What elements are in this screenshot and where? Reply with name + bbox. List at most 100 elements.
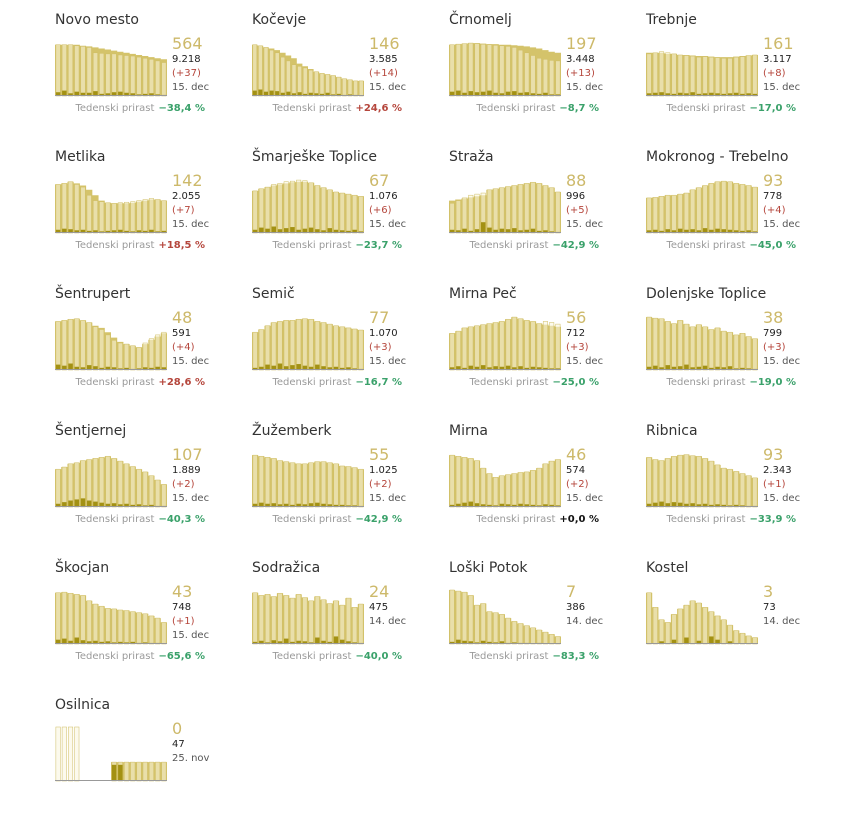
- bar: [111, 608, 117, 645]
- bar: [99, 605, 105, 645]
- bar: [690, 55, 696, 97]
- new-cases-bar: [68, 640, 73, 644]
- update-date: 15. dec: [369, 219, 407, 230]
- daily-delta: (+2): [566, 479, 589, 490]
- new-cases-bar: [319, 93, 325, 96]
- bar: [702, 326, 708, 371]
- weekly-growth-label: Tedenski prirast: [666, 514, 746, 525]
- update-date: 15. dec: [369, 493, 407, 504]
- new-cases-bar: [727, 93, 733, 96]
- new-cases-bar: [646, 366, 652, 370]
- new-cases-bar: [671, 366, 677, 370]
- daily-delta: (+2): [172, 479, 195, 490]
- new-cases-bar: [530, 366, 536, 370]
- municipality-card: Straža 88 996 (+5) 15. dec Tedenski prirast −4…: [449, 149, 639, 279]
- bar: [314, 596, 320, 645]
- bar: [55, 184, 61, 234]
- active-cases-area: [252, 44, 364, 96]
- new-cases-bar: [352, 229, 357, 233]
- bar: [74, 594, 80, 645]
- bar: [646, 592, 652, 645]
- new-cases-bar: [499, 641, 505, 644]
- weekly-growth: Tedenski prirast −40,3 %: [75, 514, 205, 525]
- weekly-growth: Tedenski prirast −16,7 %: [272, 377, 402, 388]
- bar: [683, 323, 689, 371]
- new-cases-bar: [449, 229, 455, 233]
- bar: [74, 318, 80, 371]
- bar: [68, 318, 74, 371]
- new-cases-bar: [671, 230, 677, 233]
- bar: [283, 595, 289, 645]
- bar: [277, 183, 283, 234]
- bar: [536, 323, 542, 371]
- new-cases-bar: [269, 90, 274, 96]
- cases-chart: [55, 591, 167, 645]
- active-cases-value: 3: [763, 582, 774, 601]
- bar: [530, 321, 536, 371]
- new-cases-bar: [111, 764, 117, 781]
- new-cases-bar: [315, 229, 320, 233]
- bar: [733, 471, 739, 508]
- bar: [258, 45, 263, 97]
- bar: [352, 607, 358, 645]
- new-cases-bar: [302, 228, 308, 233]
- bar: [671, 53, 677, 97]
- bar: [518, 318, 524, 371]
- update-date: 15. dec: [763, 493, 801, 504]
- new-cases-bar: [696, 640, 702, 644]
- bar: [524, 320, 530, 371]
- bar: [677, 193, 683, 234]
- municipality-card: Sodražica 24 475 14. dec Tedenski prirast −40…: [252, 560, 442, 690]
- bar: [99, 329, 105, 371]
- new-cases-bar: [55, 229, 61, 233]
- cases-chart: [449, 316, 561, 371]
- bar: [353, 80, 358, 97]
- bar: [493, 612, 499, 645]
- bar: [265, 457, 271, 508]
- municipality-name: Osilnica: [55, 697, 111, 713]
- bar: [92, 603, 98, 645]
- new-cases-bar: [290, 227, 295, 233]
- municipality-name: Dolenjske Toplice: [646, 286, 767, 302]
- municipality-name: Šentjernej: [55, 423, 127, 439]
- new-cases-bar: [314, 93, 319, 96]
- bar: [342, 78, 347, 97]
- new-cases-bar: [252, 90, 257, 96]
- new-cases-bar: [296, 640, 301, 644]
- bar: [671, 194, 677, 234]
- new-cases-bar: [55, 503, 61, 507]
- bar: [358, 196, 364, 234]
- bar: [524, 625, 530, 645]
- new-cases-bar: [653, 502, 658, 507]
- bar: [511, 47, 517, 97]
- bar: [321, 461, 327, 508]
- bar: [696, 324, 702, 371]
- bar: [142, 613, 148, 645]
- bar: [524, 183, 530, 234]
- new-cases-bar: [68, 500, 73, 507]
- bar: [455, 200, 461, 234]
- bar: [345, 597, 351, 645]
- bar: [136, 468, 142, 508]
- bar: [74, 184, 80, 234]
- bar: [721, 57, 727, 97]
- municipality-card: Loški Potok 7 386 14. dec Tedenski prirast −8…: [449, 560, 639, 690]
- new-cases-bar: [142, 93, 148, 96]
- bar: [105, 455, 111, 508]
- weekly-growth-value: +0,0 %: [559, 514, 599, 525]
- new-cases-bar: [252, 229, 258, 233]
- new-cases-bar: [536, 367, 542, 370]
- bar: [652, 317, 658, 371]
- municipality-card: Mirna Peč 56 712 (+3) 15. dec Tedenski priras…: [449, 286, 639, 416]
- new-cases-bar: [80, 640, 86, 644]
- bar: [659, 619, 665, 645]
- new-cases-bar: [721, 504, 727, 507]
- new-cases-bar: [468, 230, 474, 233]
- bar: [733, 56, 739, 97]
- bar: [727, 331, 733, 371]
- bar: [55, 468, 61, 508]
- bar: [518, 472, 524, 508]
- bar: [92, 200, 98, 234]
- bar: [708, 183, 714, 234]
- new-cases-bar: [327, 504, 333, 507]
